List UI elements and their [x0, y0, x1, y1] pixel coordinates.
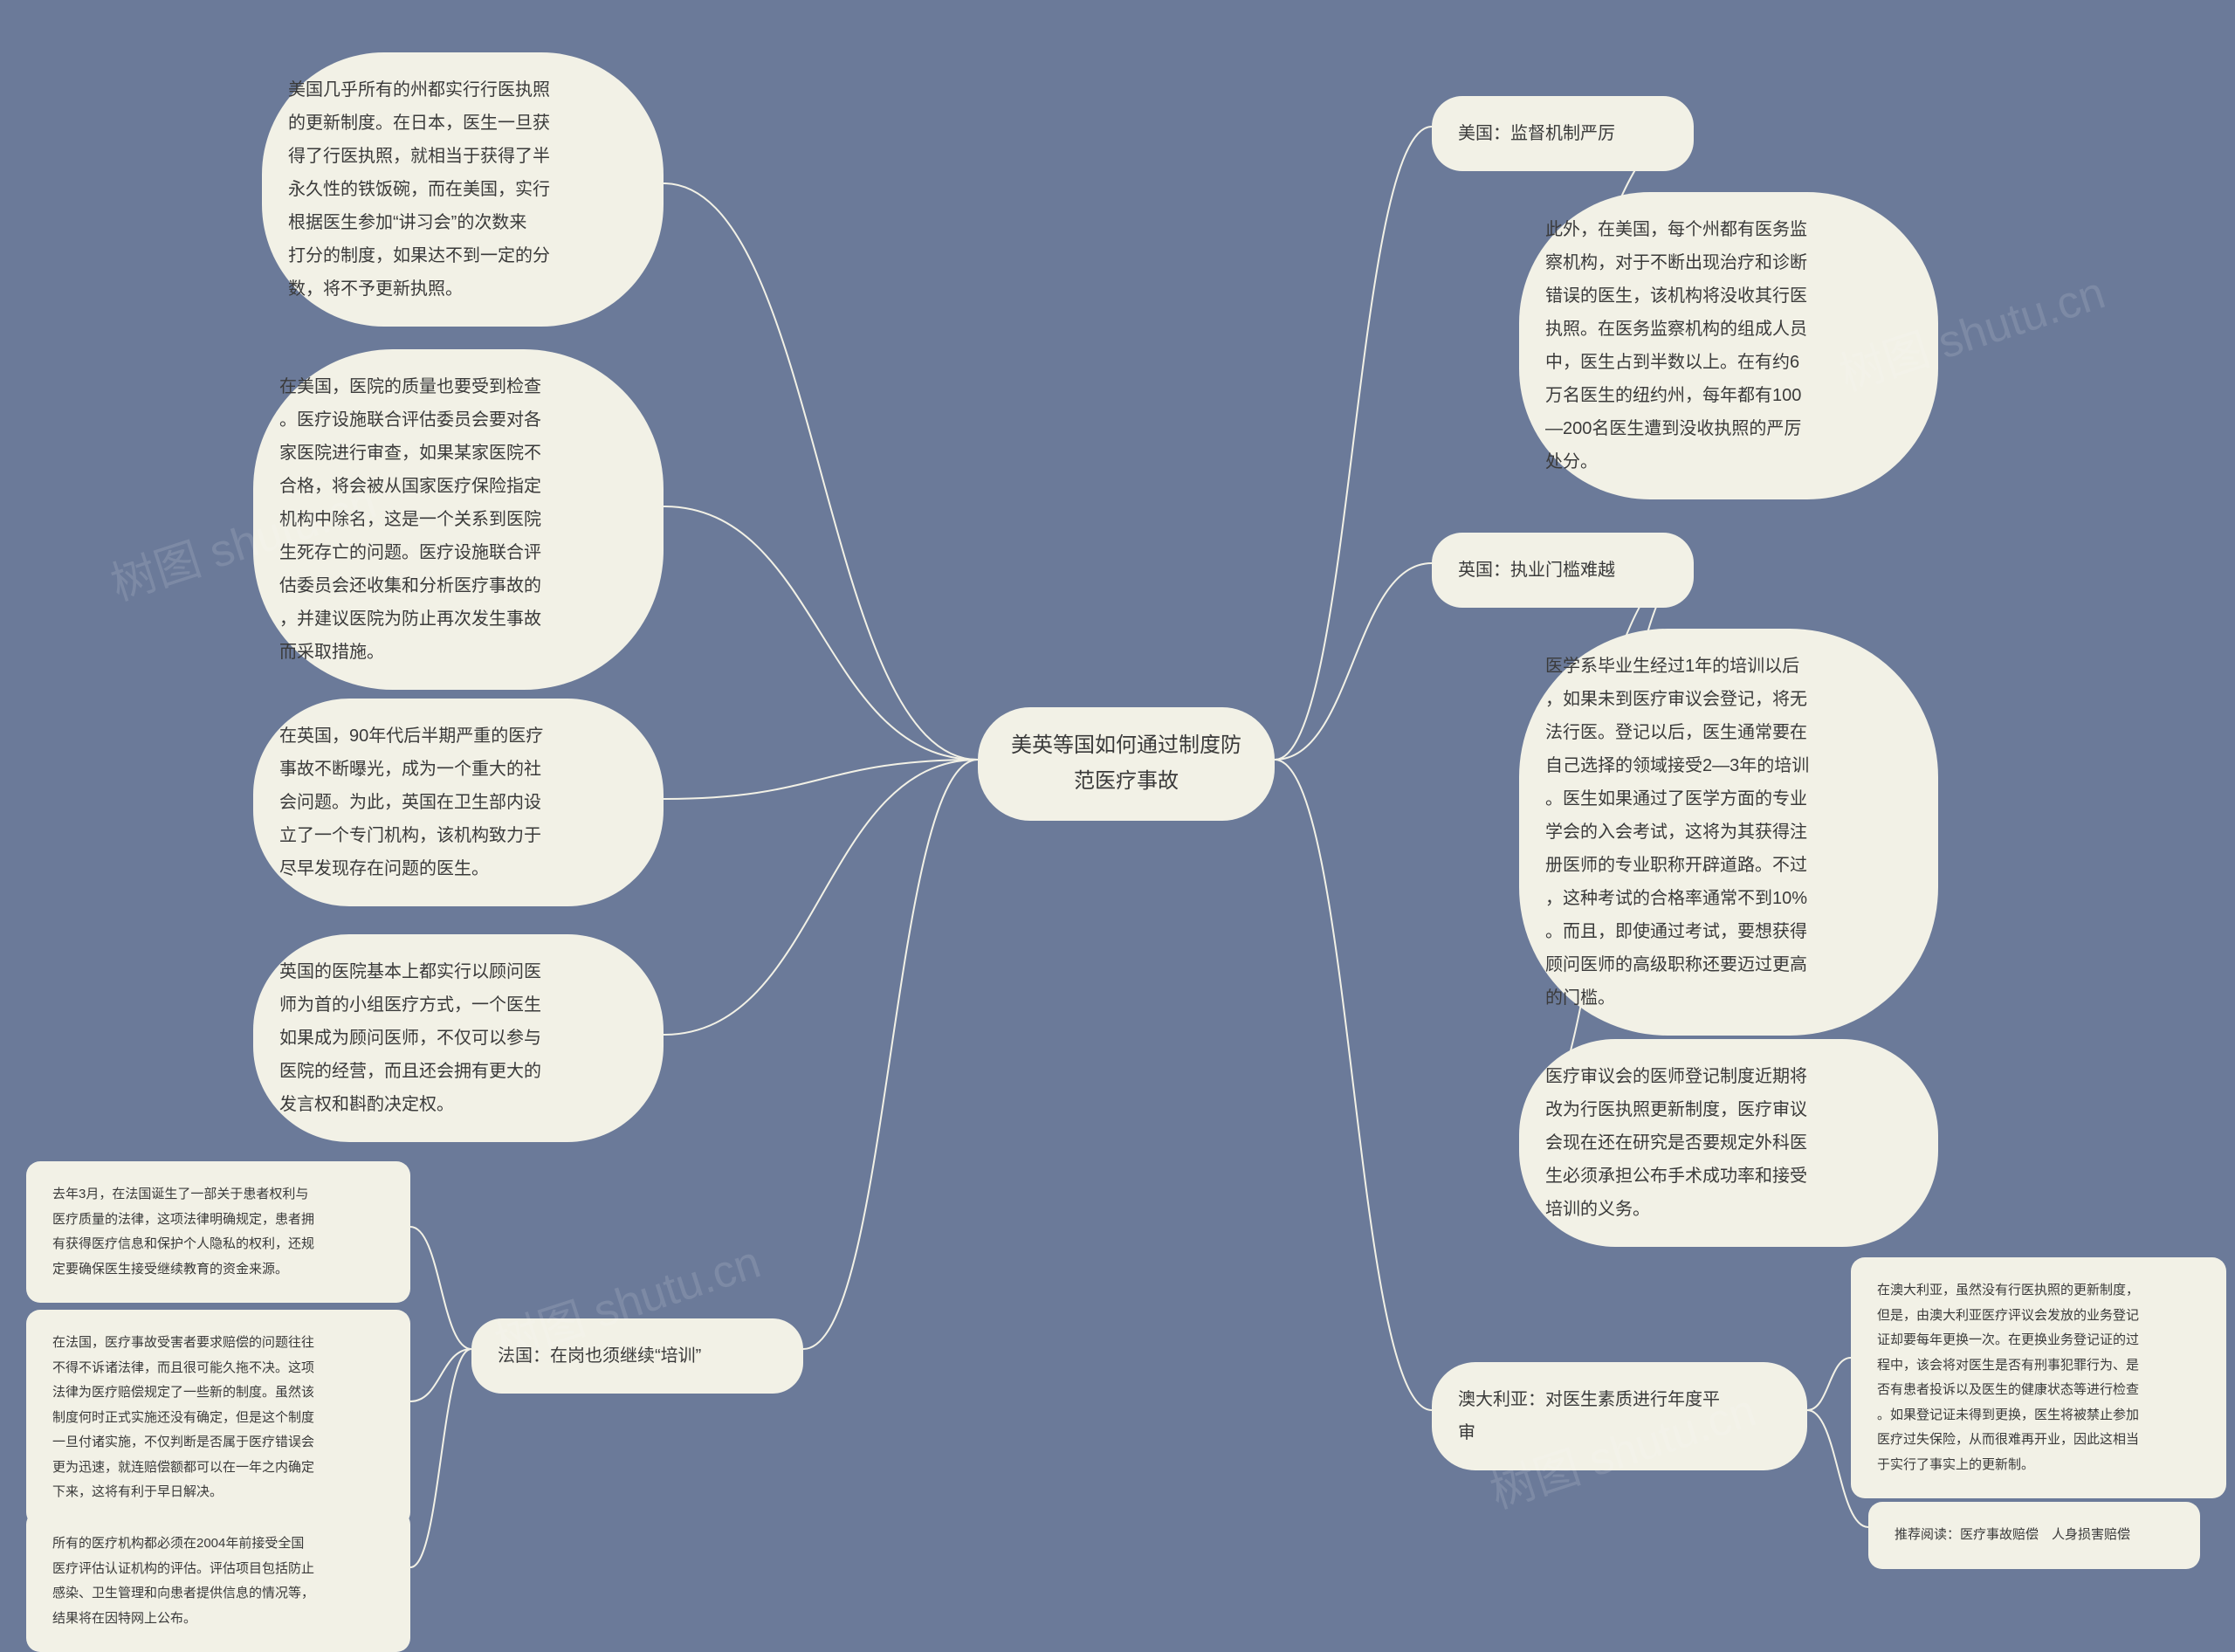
edge	[410, 1349, 471, 1401]
node-text: 在美国，医院的质量也要受到检查 。医疗设施联合评估委员会要对各 家医院进行审查，…	[279, 377, 541, 662]
node-text: 美国几乎所有的州都实行行医执照 的更新制度。在日本，医生一旦获 得了行医执照，就…	[288, 80, 550, 299]
node-text: 美国：监督机制严厉	[1458, 124, 1615, 143]
node-text: 在澳大利亚，虽然没有行医执照的更新制度， 但是，由澳大利亚医疗评议会发放的业务登…	[1877, 1283, 2139, 1472]
node-text: 澳大利亚：对医生素质进行年度平 审	[1458, 1390, 1720, 1442]
node-text: 在英国，90年代后半期严重的医疗 事故不断曝光，成为一个重大的社 会问题。为此，…	[279, 726, 543, 878]
edge	[664, 760, 978, 1035]
mindmap-node-uk2: 医疗审议会的医师登记制度近期将 改为行医执照更新制度，医疗审议 会现在还在研究是…	[1519, 1039, 1938, 1247]
mindmap-node-aus: 澳大利亚：对医生素质进行年度平 审	[1432, 1362, 1807, 1470]
node-text: 推荐阅读：医疗事故赔偿 人身损害赔偿	[1895, 1527, 2130, 1542]
node-text: 美英等国如何通过制度防 范医疗事故	[1011, 733, 1241, 793]
node-text: 医疗审议会的医师登记制度近期将 改为行医执照更新制度，医疗审议 会现在还在研究是…	[1545, 1067, 1807, 1219]
edge	[1275, 127, 1432, 760]
edge	[1807, 1358, 1851, 1410]
edge	[1275, 563, 1432, 760]
edge	[1275, 760, 1432, 1410]
node-text: 医学系毕业生经过1年的培训以后 ，如果未到医疗审议会登记，将无 法行医。登记以后…	[1545, 657, 1809, 1008]
node-text: 英国：执业门槛难越	[1458, 561, 1615, 580]
mindmap-node-uk1: 医学系毕业生经过1年的培训以后 ，如果未到医疗审议会登记，将无 法行医。登记以后…	[1519, 629, 1938, 1036]
edge	[664, 760, 978, 799]
mindmap-node-fr2: 在法国，医疗事故受害者要求赔偿的问题往往 不得不诉诸法律，而且很可能久拖不决。这…	[26, 1310, 410, 1526]
mindmap-node-fr1: 去年3月，在法国诞生了一部关于患者权利与 医疗质量的法律，这项法律明确规定，患者…	[26, 1161, 410, 1303]
mindmap-node-l1: 美国几乎所有的州都实行行医执照 的更新制度。在日本，医生一旦获 得了行医执照，就…	[262, 52, 664, 327]
mindmap-node-usa: 美国：监督机制严厉	[1432, 96, 1694, 171]
node-text: 此外，在美国，每个州都有医务监 察机构，对于不断出现治疗和诊断 错误的医生，该机…	[1545, 220, 1807, 472]
edge	[410, 1349, 471, 1567]
node-text: 在法国，医疗事故受害者要求赔偿的问题往往 不得不诉诸法律，而且很可能久拖不决。这…	[52, 1335, 314, 1499]
mindmap-node-fr3: 所有的医疗机构都必须在2004年前接受全国 医疗评估认证机构的评估。评估项目包括…	[26, 1511, 410, 1652]
mindmap-node-l2: 在美国，医院的质量也要受到检查 。医疗设施联合评估委员会要对各 家医院进行审查，…	[253, 349, 664, 690]
node-text: 英国的医院基本上都实行以顾问医 师为首的小组医疗方式，一个医生 如果成为顾问医师…	[279, 962, 541, 1114]
node-text: 所有的医疗机构都必须在2004年前接受全国 医疗评估认证机构的评估。评估项目包括…	[52, 1536, 314, 1626]
mindmap-node-france: 法国：在岗也须继续“培训”	[471, 1318, 803, 1394]
edge	[410, 1227, 471, 1349]
edge	[664, 506, 978, 760]
edge	[664, 183, 978, 760]
mindmap-node-root: 美英等国如何通过制度防 范医疗事故	[978, 707, 1275, 821]
edge	[803, 760, 978, 1349]
mindmap-node-au2: 推荐阅读：医疗事故赔偿 人身损害赔偿	[1868, 1502, 2200, 1569]
mindmap-node-uk: 英国：执业门槛难越	[1432, 533, 1694, 608]
node-text: 法国：在岗也须继续“培训”	[498, 1346, 701, 1366]
mindmap-node-l4: 英国的医院基本上都实行以顾问医 师为首的小组医疗方式，一个医生 如果成为顾问医师…	[253, 934, 664, 1142]
mindmap-node-au1: 在澳大利亚，虽然没有行医执照的更新制度， 但是，由澳大利亚医疗评议会发放的业务登…	[1851, 1257, 2226, 1498]
mindmap-node-us1: 此外，在美国，每个州都有医务监 察机构，对于不断出现治疗和诊断 错误的医生，该机…	[1519, 192, 1938, 499]
mindmap-node-l3: 在英国，90年代后半期严重的医疗 事故不断曝光，成为一个重大的社 会问题。为此，…	[253, 699, 664, 906]
node-text: 去年3月，在法国诞生了一部关于患者权利与 医疗质量的法律，这项法律明确规定，患者…	[52, 1187, 314, 1277]
